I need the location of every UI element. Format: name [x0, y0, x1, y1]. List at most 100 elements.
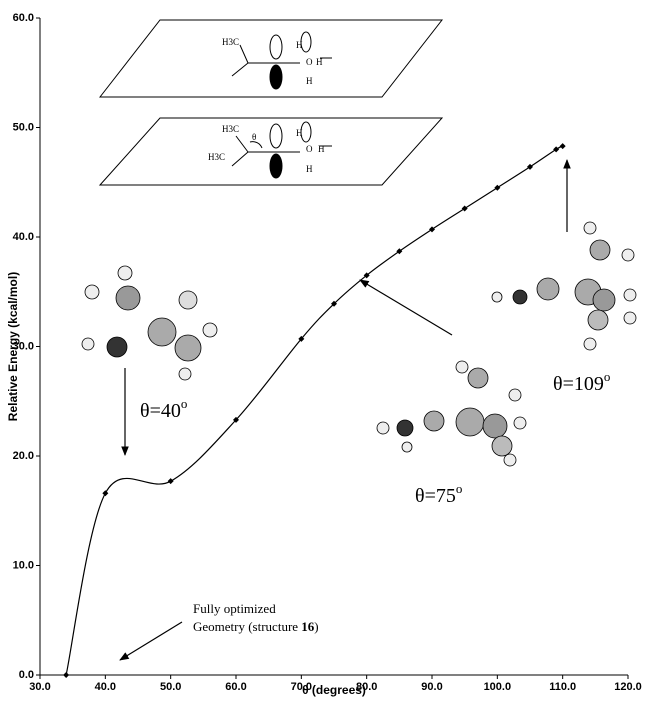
- arrow: [119, 621, 183, 661]
- atom: [455, 407, 485, 437]
- atom: [84, 284, 100, 300]
- inset-label: H: [296, 40, 303, 50]
- note: Fully optimized: [193, 601, 276, 616]
- annotation: θ=109o: [553, 369, 610, 395]
- atom: [147, 317, 177, 347]
- x-tick-label: 90.0: [421, 681, 442, 693]
- note-bold: 16: [301, 619, 315, 634]
- x-axis-title: θ (degrees): [302, 683, 366, 697]
- y-axis-title: Relative Energy (kcal/mol): [6, 272, 20, 421]
- atom: [583, 221, 597, 235]
- data-point: [429, 226, 435, 233]
- inset-label: H: [296, 128, 303, 138]
- inset-label: H3C: [222, 124, 239, 134]
- atom: [513, 416, 527, 430]
- data-point: [102, 490, 109, 497]
- atom: [202, 322, 218, 338]
- orbital: [269, 153, 283, 179]
- atom: [106, 336, 128, 358]
- y-tick-label: 40.0: [13, 231, 34, 243]
- plane: [98, 117, 444, 186]
- inset-label: H3C: [208, 152, 225, 162]
- note-text: ): [314, 619, 318, 634]
- atom: [455, 360, 469, 374]
- data-point: [331, 300, 337, 307]
- atom: [174, 334, 202, 362]
- x-tick-label: 80.0: [356, 681, 377, 693]
- atom: [115, 285, 141, 311]
- atom: [583, 337, 597, 351]
- atom: [482, 413, 508, 439]
- y-tick-label: 30.0: [13, 340, 34, 352]
- x-tick-label: 120.0: [614, 681, 642, 693]
- angle-arc: [249, 141, 263, 149]
- atom: [491, 435, 513, 457]
- arrow: [359, 279, 453, 336]
- annotation-sup: o: [181, 396, 188, 411]
- annotation-sup: o: [456, 481, 463, 496]
- x-tick-label: 110.0: [549, 681, 576, 693]
- inset-label: H3C: [222, 37, 239, 47]
- plane: [98, 19, 444, 98]
- atom: [621, 248, 635, 262]
- orbital: [300, 121, 312, 143]
- annotation-sup: o: [604, 369, 611, 384]
- x-tick-label: 100.0: [484, 681, 512, 693]
- orbital: [269, 64, 283, 90]
- data-point: [298, 335, 305, 342]
- note-text: Geometry (structure: [193, 619, 301, 634]
- x-tick-label: 70.0: [291, 681, 312, 693]
- data-point: [494, 184, 501, 191]
- atom: [81, 337, 95, 351]
- x-tick-label: 50.0: [160, 681, 181, 693]
- y-tick-label: 10.0: [13, 559, 34, 571]
- inset-label: O: [306, 57, 313, 67]
- atom: [401, 441, 413, 453]
- y-tick-label: 60.0: [13, 12, 34, 24]
- atom: [592, 288, 616, 312]
- y-tick-label: 50.0: [13, 121, 34, 133]
- atom: [467, 367, 489, 389]
- annotation-text: θ=40: [140, 400, 181, 422]
- atom: [491, 291, 503, 303]
- inset-label: O: [306, 144, 313, 154]
- data-point: [167, 478, 174, 485]
- orbital: [269, 34, 283, 60]
- atom: [589, 239, 611, 261]
- data-point: [63, 672, 70, 678]
- atom: [623, 311, 637, 325]
- atom: [623, 288, 637, 302]
- atom: [508, 388, 522, 402]
- x-tick-label: 30.0: [29, 681, 50, 693]
- data-point: [363, 272, 370, 279]
- data-point: [396, 248, 403, 255]
- inset-label: H: [306, 76, 313, 86]
- atom: [178, 367, 192, 381]
- annotation-text: θ=75: [415, 485, 456, 507]
- atom: [376, 421, 390, 435]
- note: Geometry (structure 16): [193, 619, 319, 634]
- atom: [117, 265, 133, 281]
- x-tick-label: 60.0: [225, 681, 246, 693]
- orbital: [300, 31, 312, 53]
- y-tick-label: 0.0: [19, 669, 34, 681]
- atom: [512, 289, 528, 305]
- y-tick-label: 20.0: [13, 450, 34, 462]
- data-line: [65, 145, 563, 676]
- molecules: [81, 221, 637, 467]
- atom: [587, 309, 609, 331]
- x-tick-label: 40.0: [95, 681, 116, 693]
- atom: [536, 277, 560, 301]
- bonds: [231, 44, 332, 77]
- atom: [178, 290, 198, 310]
- data-point: [527, 163, 533, 170]
- inset-label: θ: [252, 132, 256, 142]
- inset-label: H: [318, 144, 325, 154]
- inset-label: H: [306, 164, 313, 174]
- data-point: [559, 143, 566, 150]
- bonds: [231, 135, 332, 167]
- insets: [98, 19, 444, 186]
- data-point: [461, 205, 468, 212]
- annotation-text: θ=109: [553, 373, 604, 395]
